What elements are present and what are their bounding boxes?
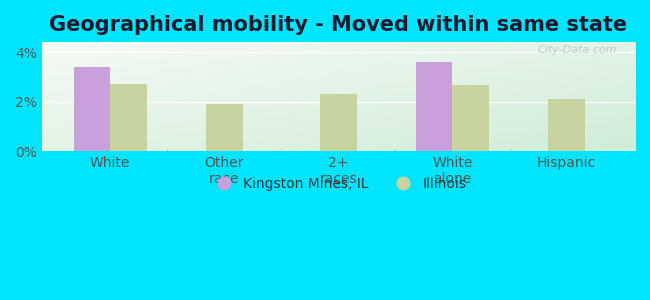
Title: Geographical mobility - Moved within same state: Geographical mobility - Moved within sam… [49, 15, 627, 35]
Bar [320, 94, 357, 151]
Bar [206, 104, 242, 151]
Bar [549, 99, 585, 151]
Bar [111, 84, 147, 151]
Bar [73, 67, 110, 151]
Bar [416, 62, 452, 151]
Text: City-Data.com: City-Data.com [538, 45, 618, 56]
Legend: Kingston Mines, IL, Illinois: Kingston Mines, IL, Illinois [204, 171, 473, 196]
Bar [452, 85, 489, 151]
